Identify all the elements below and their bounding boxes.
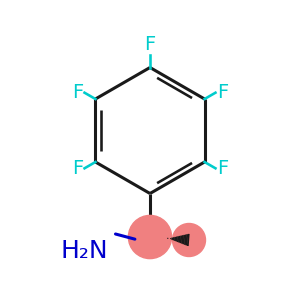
Text: F: F [217,83,228,102]
Text: F: F [72,159,83,178]
Circle shape [128,215,172,259]
Circle shape [172,224,206,256]
Text: H₂N: H₂N [60,238,108,262]
Text: F: F [72,83,83,102]
Text: F: F [144,35,156,54]
Text: F: F [217,159,228,178]
